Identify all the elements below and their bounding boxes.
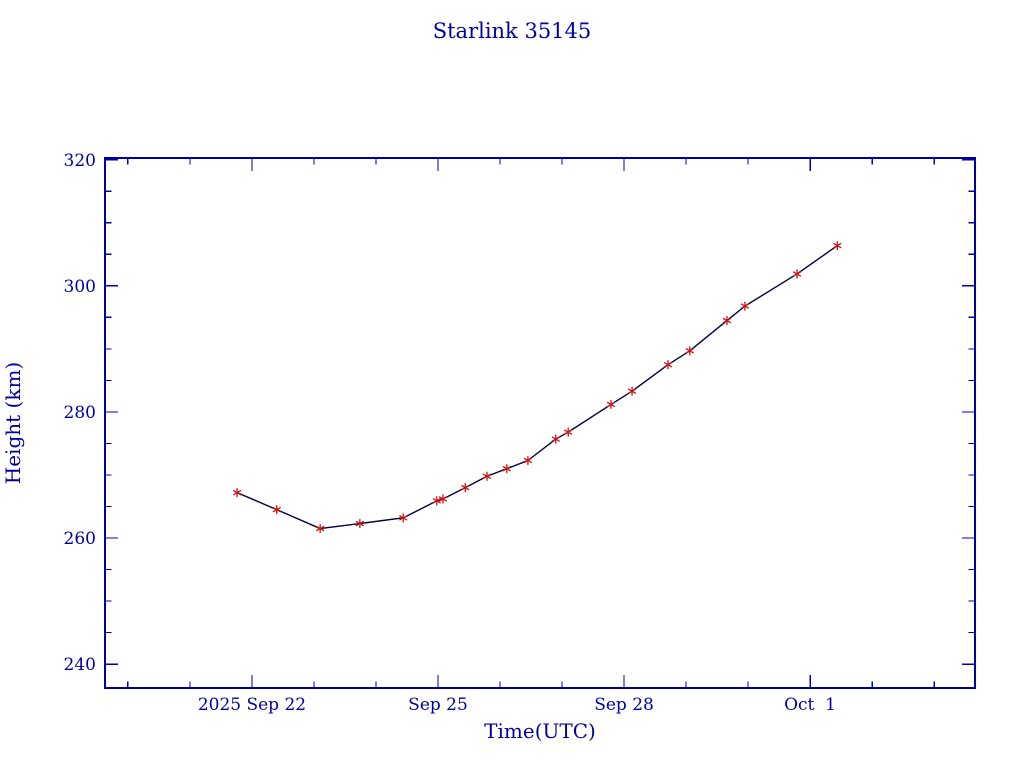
svg-text:240: 240: [64, 655, 96, 675]
svg-text:2025 Sep 22: 2025 Sep 22: [198, 695, 306, 715]
svg-text:Sep 25: Sep 25: [408, 695, 468, 715]
x-axis-label: Time(UTC): [484, 719, 596, 743]
svg-text:300: 300: [64, 277, 96, 297]
plot-layer: 2025 Sep 22 Sep 25 Sep 28 Oct 1 240 260 280 300…: [64, 151, 976, 715]
y-axis-label: Height (km): [1, 362, 25, 484]
svg-text:260: 260: [64, 529, 96, 549]
svg-text:Sep 28: Sep 28: [594, 695, 654, 715]
chart-title: Starlink 35145: [433, 19, 592, 43]
svg-text:320: 320: [64, 151, 96, 171]
svg-text:Oct 1: Oct 1: [784, 695, 836, 715]
svg-text:280: 280: [64, 403, 96, 423]
